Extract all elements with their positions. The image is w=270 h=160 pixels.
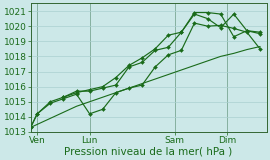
X-axis label: Pression niveau de la mer( hPa ): Pression niveau de la mer( hPa ) <box>65 147 233 156</box>
